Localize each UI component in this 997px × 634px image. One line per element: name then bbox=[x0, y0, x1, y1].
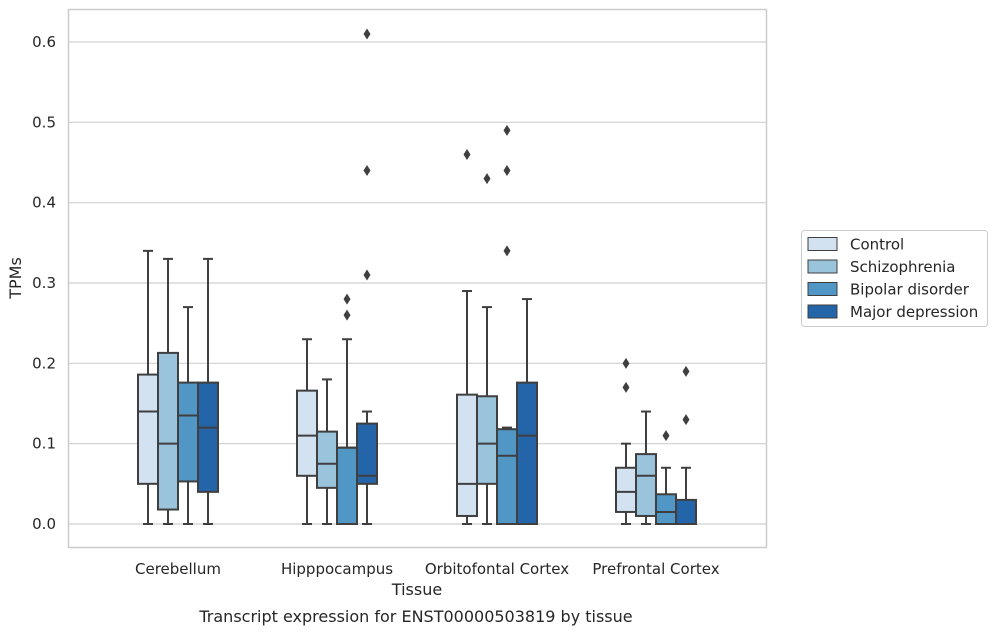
box-major-depression bbox=[356, 28, 378, 525]
y-tick-label: 0.0 bbox=[32, 515, 56, 533]
legend-swatch bbox=[807, 282, 838, 296]
legend-label: Major depression bbox=[850, 303, 978, 321]
outlier-point bbox=[363, 165, 371, 177]
outlier-point bbox=[622, 381, 630, 393]
x-tick-label: Prefrontal Cortex bbox=[592, 560, 719, 578]
x-tick-labels: Cerebellum Hipppocampus Orbitofontal Corte… bbox=[135, 560, 720, 578]
box-bipolar-disorder bbox=[655, 430, 677, 526]
box-body bbox=[336, 446, 358, 525]
box-bipolar-disorder bbox=[496, 124, 518, 525]
box-body bbox=[137, 373, 159, 485]
x-axis-label: Tissue bbox=[391, 580, 442, 599]
legend-swatch bbox=[807, 237, 838, 251]
y-tick-label: 0.3 bbox=[32, 274, 56, 292]
box-body bbox=[496, 428, 518, 525]
boxes bbox=[137, 28, 697, 526]
figure-caption: Transcript expression for ENST0000050381… bbox=[198, 607, 632, 626]
box-control bbox=[615, 357, 637, 525]
outlier-point bbox=[622, 357, 630, 369]
x-tick-label: Hipppocampus bbox=[281, 560, 393, 578]
y-tick-label: 0.1 bbox=[32, 435, 56, 453]
y-tick-label: 0.2 bbox=[32, 354, 56, 372]
box-body bbox=[476, 395, 498, 485]
outlier-point bbox=[503, 124, 511, 136]
plot-frame bbox=[67, 8, 768, 549]
box-body bbox=[296, 389, 318, 477]
box-body bbox=[197, 381, 219, 493]
box-schizophrenia bbox=[635, 410, 657, 525]
outlier-point bbox=[503, 245, 511, 257]
outlier-point bbox=[662, 430, 670, 442]
x-tick-label: Orbitofontal Cortex bbox=[425, 560, 569, 578]
legend-swatch bbox=[807, 304, 838, 319]
box-body bbox=[516, 381, 538, 526]
box-body bbox=[177, 381, 199, 483]
outlier-point bbox=[343, 309, 351, 321]
box-major-depression bbox=[197, 257, 219, 525]
box-major-depression bbox=[675, 365, 697, 525]
box-schizophrenia bbox=[316, 378, 338, 525]
box-body bbox=[675, 498, 697, 525]
box-body bbox=[157, 351, 179, 511]
box-schizophrenia bbox=[157, 257, 179, 525]
y-tick-label: 0.6 bbox=[32, 33, 56, 51]
y-tick-label: 0.5 bbox=[32, 113, 56, 131]
outlier-point bbox=[343, 293, 351, 305]
box-control bbox=[456, 148, 478, 525]
box-body bbox=[456, 393, 478, 517]
box-body bbox=[655, 493, 677, 526]
legend-swatch bbox=[807, 259, 838, 274]
y-tick-label: 0.4 bbox=[32, 194, 56, 212]
box-body bbox=[635, 453, 657, 517]
box-control bbox=[296, 338, 318, 525]
outlier-point bbox=[363, 269, 371, 281]
outlier-point bbox=[483, 173, 491, 185]
outlier-point bbox=[463, 148, 471, 160]
box-body bbox=[316, 430, 338, 489]
box-body bbox=[615, 466, 637, 513]
outlier-point bbox=[682, 365, 690, 377]
y-axis-label: TPMs bbox=[6, 257, 25, 300]
outlier-point bbox=[682, 414, 690, 426]
box-bipolar-disorder bbox=[177, 306, 199, 525]
box-bipolar-disorder bbox=[336, 293, 358, 525]
y-tick-labels: 0.0 0.1 0.2 0.3 0.4 0.5 0.6 bbox=[32, 33, 56, 533]
box-control bbox=[137, 249, 159, 525]
outlier-point bbox=[503, 165, 511, 177]
legend-label: Bipolar disorder bbox=[850, 281, 970, 299]
legend: Control Schizophrenia Bipolar disorder Majo… bbox=[801, 230, 988, 327]
x-tick-label: Cerebellum bbox=[135, 560, 221, 578]
legend-label: Control bbox=[850, 236, 904, 254]
box-major-depression bbox=[516, 298, 538, 526]
legend-label: Schizophrenia bbox=[850, 258, 955, 276]
legend-frame bbox=[801, 230, 988, 327]
box-body bbox=[356, 422, 378, 485]
outlier-point bbox=[363, 28, 371, 40]
box-schizophrenia bbox=[476, 173, 498, 525]
